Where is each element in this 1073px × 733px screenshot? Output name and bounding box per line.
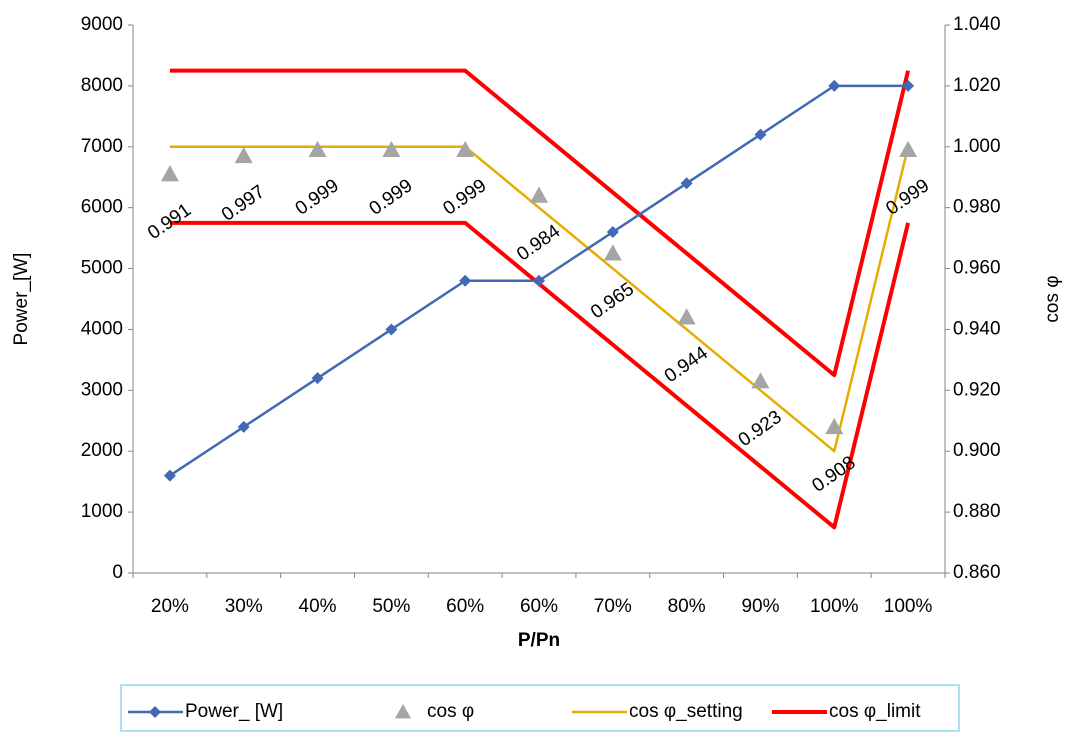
data-point: [825, 417, 844, 435]
y-tick-label: 2000: [81, 440, 123, 461]
legend-label: cos φ: [427, 701, 474, 722]
data-point: [603, 244, 622, 261]
series-line: [169, 145, 910, 453]
data-label: 0.997: [218, 181, 269, 225]
data-point: [902, 79, 915, 92]
x-tick-label: 100%: [810, 596, 859, 617]
y-tick-label: 3000: [81, 379, 123, 400]
data-point: [456, 140, 475, 158]
data-point: [382, 140, 401, 158]
data-point: [459, 274, 472, 287]
legend-label: Power_ [W]: [185, 701, 283, 722]
data-point: [234, 146, 253, 164]
data-point: [308, 140, 327, 158]
y-tick-label: 0: [112, 562, 123, 583]
y-tick-label: 9000: [81, 14, 123, 35]
data-point: [385, 323, 398, 336]
x-tick-label: 80%: [668, 596, 706, 617]
legend-label: cos φ_limit: [829, 701, 921, 722]
data-label: 0.991: [144, 200, 195, 244]
y2-tick-label: 0.920: [953, 379, 1001, 400]
series-line: [169, 68, 911, 378]
data-point: [677, 308, 696, 325]
y2-tick-label: 0.940: [953, 318, 1001, 339]
data-point: [163, 469, 176, 482]
x-tick-label: 30%: [225, 596, 263, 617]
y2-tick-label: 0.880: [953, 501, 1001, 522]
y2-tick-label: 0.960: [953, 258, 1001, 279]
data-point: [751, 372, 770, 389]
y-tick-label: 7000: [81, 136, 123, 157]
legend-label: cos φ_setting: [629, 701, 743, 722]
data-point: [754, 128, 767, 141]
x-tick-label: 60%: [446, 596, 484, 617]
series-line: [169, 220, 911, 530]
legend-box: [120, 684, 960, 732]
data-point: [680, 177, 693, 190]
y-tick-label: 6000: [81, 197, 123, 218]
data-point: [533, 274, 545, 287]
data-point: [311, 372, 324, 385]
data-label: 0.984: [513, 221, 564, 266]
x-tick-label: 40%: [299, 596, 337, 617]
data-point: [160, 165, 179, 182]
y-tick-label: 8000: [81, 75, 123, 96]
x-axis-title: P/Pn: [518, 630, 560, 651]
x-tick-label: 70%: [594, 596, 632, 617]
data-point: [530, 186, 548, 203]
x-tick-label: 50%: [372, 596, 410, 617]
y2-tick-label: 0.980: [953, 197, 1001, 218]
data-label: 0.999: [882, 175, 933, 219]
data-label: 0.944: [661, 342, 712, 387]
y2-axis-title: cos φ: [1042, 275, 1063, 322]
y2-tick-label: 0.900: [953, 440, 1001, 461]
y2-tick-label: 1.020: [953, 75, 1001, 96]
data-label: 0.999: [292, 175, 343, 219]
y-axis-title: Power_[W]: [11, 253, 32, 346]
x-tick-label: 90%: [741, 596, 779, 617]
y-tick-label: 4000: [81, 318, 123, 339]
x-tick-label: 100%: [884, 596, 933, 617]
y2-tick-label: 0.860: [953, 562, 1001, 583]
data-point: [828, 79, 841, 92]
y-tick-label: 1000: [81, 501, 123, 522]
x-tick-label: 60%: [520, 596, 558, 617]
y-tick-label: 5000: [81, 258, 123, 279]
y2-tick-label: 1.040: [953, 14, 1001, 35]
data-label: 0.965: [587, 279, 638, 323]
data-point: [899, 140, 918, 158]
data-point: [606, 226, 619, 239]
data-label: 0.999: [366, 175, 417, 219]
legend-marker: [149, 706, 161, 718]
data-label: 0.999: [439, 175, 490, 219]
y2-tick-label: 1.000: [953, 136, 1001, 157]
data-label: 0.908: [808, 452, 859, 496]
data-point: [237, 420, 250, 433]
legend-marker: [395, 704, 411, 719]
x-tick-label: 20%: [151, 596, 189, 617]
data-label: 0.923: [735, 407, 786, 451]
